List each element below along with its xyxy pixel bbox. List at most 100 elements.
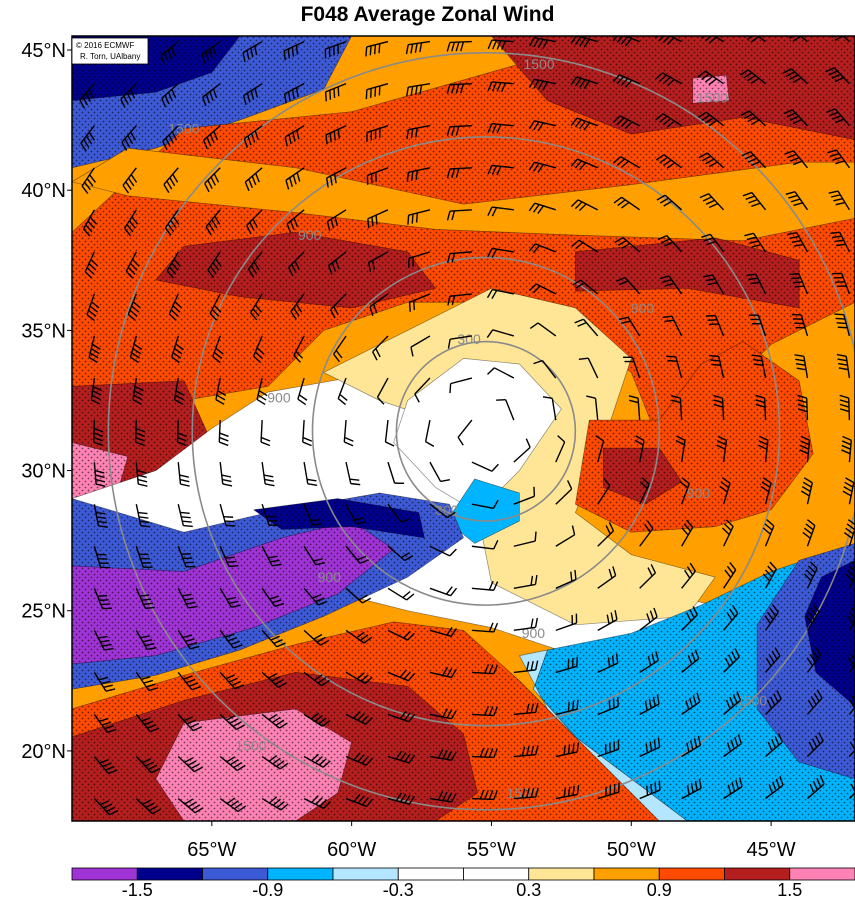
wind-barb-137 <box>261 503 279 526</box>
wind-barb-126 <box>597 522 615 547</box>
wind-barb-301 <box>741 151 767 169</box>
height-contour-0 <box>395 340 577 522</box>
wind-barb-304 <box>80 125 95 152</box>
wind-barb-308 <box>243 125 263 148</box>
wind-barb-59 <box>177 671 202 691</box>
wind-barb-86 <box>513 617 539 632</box>
wind-barb-21 <box>177 756 203 773</box>
wind-barb-288 <box>204 167 221 193</box>
wind-barb-49 <box>555 699 579 716</box>
wind-barb-194 <box>256 377 268 406</box>
wind-barb-133 <box>93 504 108 528</box>
wind-barb-212 <box>212 335 224 364</box>
wind-barb-243 <box>703 274 725 295</box>
lon-label-4: 45°W <box>747 839 796 861</box>
wind-barb-284 <box>828 190 851 211</box>
wind-barb-226 <box>791 313 809 337</box>
lon-label-2: 55°W <box>467 839 516 861</box>
wind-barb-171 <box>93 420 104 446</box>
wind-barb-53 <box>723 691 742 716</box>
wind-barb-302 <box>784 150 809 169</box>
wind-barb-50 <box>597 696 619 716</box>
wind-barb-292 <box>366 167 389 185</box>
wind-barb-339 <box>740 69 766 85</box>
wind-barb-346 <box>242 41 263 62</box>
wind-barb-83 <box>387 629 415 641</box>
wind-barb-320 <box>740 110 766 127</box>
wind-barb-144 <box>555 480 573 505</box>
wind-barb-162 <box>513 438 531 463</box>
wind-barb-173 <box>176 420 187 447</box>
wind-barb-17 <box>806 775 825 800</box>
wind-barb-106 <box>555 569 577 589</box>
wind-barb-285 <box>81 167 96 194</box>
wind-barb-259 <box>571 239 599 253</box>
wind-barb-139 <box>345 503 366 525</box>
wind-barb-10 <box>513 787 539 800</box>
wind-barb-251 <box>247 251 263 278</box>
wind-barb-179 <box>424 419 435 447</box>
lat-label-0: 45°N <box>21 40 66 62</box>
wind-barb-241 <box>616 276 641 295</box>
wind-barb-166 <box>675 435 686 463</box>
wind-barb-187 <box>755 394 767 421</box>
wind-barb-163 <box>555 435 566 463</box>
wind-barb-51 <box>639 694 660 716</box>
wind-barb-0 <box>93 798 119 816</box>
wind-barb-268 <box>164 209 180 236</box>
wind-barb-175 <box>260 420 271 447</box>
colorbar: -1.5 -0.9 -0.3 0.3 0.9 1.5 <box>71 867 855 900</box>
wind-barb-269 <box>205 209 221 236</box>
wind-barb-227 <box>834 313 851 337</box>
lon-label-1: 60°W <box>327 839 376 861</box>
wind-barb-89 <box>639 607 658 631</box>
wind-barb-168 <box>758 435 769 463</box>
wind-barb-19 <box>93 756 118 775</box>
wind-barb-263 <box>744 232 767 253</box>
wind-barb-282 <box>742 191 767 211</box>
wind-barb-24 <box>303 753 331 768</box>
wind-barb-283 <box>785 191 809 211</box>
wind-barb-77 <box>135 630 157 651</box>
wind-barb-119 <box>303 545 326 566</box>
wind-barb-64 <box>387 669 416 682</box>
contour-label-1-0: 900 <box>267 390 291 406</box>
wind-barb-39 <box>135 714 160 733</box>
wind-barb-183 <box>586 395 599 421</box>
wind-barb-233 <box>290 293 305 320</box>
wind-barb-26 <box>387 750 416 764</box>
wind-barb-211 <box>171 335 184 364</box>
wind-barb-102 <box>387 587 415 601</box>
wind-barb-147 <box>679 477 690 505</box>
lat-label-2: 35°N <box>21 320 66 342</box>
wind-barb-332 <box>446 82 472 94</box>
stipple-region-20 <box>155 708 352 821</box>
wind-barb-78 <box>177 629 200 650</box>
contour-label-3-0: 1500 <box>523 56 554 72</box>
wind-barb-142 <box>471 499 499 510</box>
wind-barb-155 <box>219 462 233 487</box>
wind-barb-289 <box>244 167 263 192</box>
wind-barb-305 <box>121 125 137 151</box>
contour-label-3-3: 1500 <box>736 692 767 708</box>
wind-barb-293 <box>406 167 431 182</box>
wind-barb-261 <box>657 235 683 253</box>
lat-label-1: 40°N <box>21 180 66 202</box>
wind-barb-216 <box>372 335 389 361</box>
wind-barb-44 <box>345 710 373 725</box>
wind-barb-277 <box>528 202 556 214</box>
wind-barb-306 <box>162 125 179 151</box>
wind-barb-206 <box>751 354 767 379</box>
wind-barb-93 <box>805 603 820 631</box>
wind-barb-355 <box>612 36 640 47</box>
wind-barb-253 <box>328 251 347 275</box>
wind-barb-140 <box>387 503 411 523</box>
wind-barb-242 <box>659 275 683 295</box>
wind-barb-153 <box>135 462 148 487</box>
wind-barb-250 <box>207 251 222 279</box>
wind-barb-170 <box>841 435 852 463</box>
wind-barb-254 <box>367 251 389 272</box>
wind-barb-220 <box>529 322 557 337</box>
wind-barb-167 <box>716 435 728 463</box>
credit-box: © 2016 ECMWF R. Torn, UAlbany <box>71 37 149 65</box>
